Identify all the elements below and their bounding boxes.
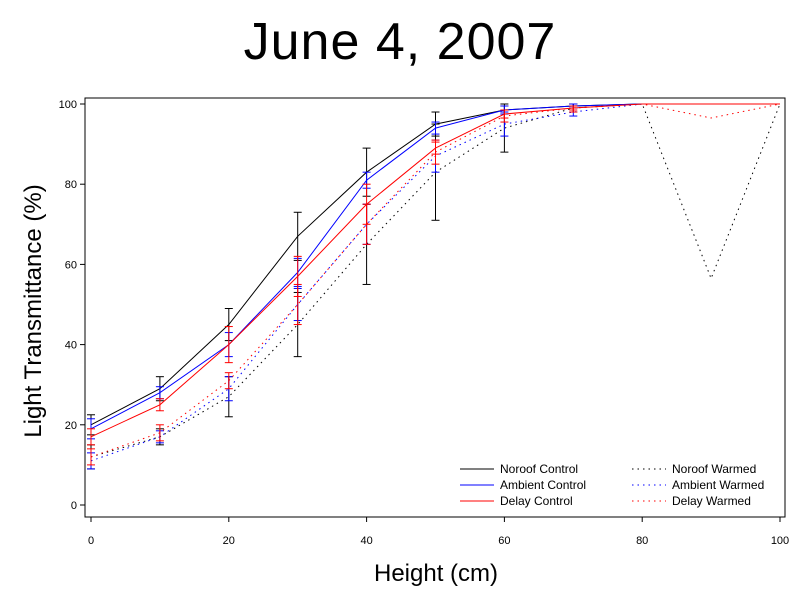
plot-frame [84,97,786,518]
y-tick-label: 60 [65,259,77,271]
legend-label-delay-warmed: Delay Warmed [672,494,751,508]
x-tick-label: 100 [771,535,789,547]
y-tick-label: 100 [59,99,77,111]
legend-label-ambient-control: Ambient Control [500,478,586,492]
legend-label-noroof-control: Noroof Control [500,462,578,476]
x-tick-label: 40 [360,535,372,547]
legend-label-noroof-warmed: Noroof Warmed [672,462,756,476]
x-tick-label: 20 [223,535,235,547]
y-tick-label: 40 [65,340,77,352]
x-axis-label: Height (cm) [373,560,499,587]
y-tick-label: 20 [65,420,77,432]
legend-label-ambient-warmed: Ambient Warmed [672,478,764,492]
legend-label-delay-control: Delay Control [500,494,573,508]
x-tick-label: 0 [88,535,94,547]
chart-title: June 4, 2007 [243,13,557,71]
y-tick-label: 80 [65,179,77,191]
y-tick-label: 0 [71,500,77,512]
x-tick-label: 60 [498,535,510,547]
x-tick-label: 80 [636,535,648,547]
